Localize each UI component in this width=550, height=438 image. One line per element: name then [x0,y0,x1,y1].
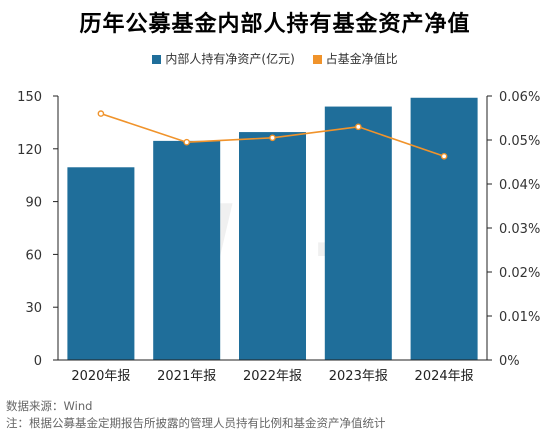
x-tick-label: 2021年报 [157,369,216,384]
bar-2024年报 [410,97,478,360]
y-right-tick-label: 0.06% [499,90,540,105]
y-left-tick-label: 120 [17,143,42,158]
bar-2022年报 [239,132,306,360]
line-point-2020年报 [97,110,105,117]
line-point-2022年报 [269,134,276,142]
y-right-tick-label: 0% [499,354,520,369]
y-right-tick-label: 0.05% [499,134,540,149]
y-left-tick-label: 60 [25,248,42,263]
line-point-2024年报 [440,152,448,160]
x-tick-label: 2023年报 [329,369,388,384]
y-right-tick-label: 0.01% [499,310,540,325]
legend-item-line: 占基金净值比 [312,50,398,67]
chart-legend: 内部人持有净资产(亿元) 占基金净值比 [0,50,550,67]
x-tick-label: 2020年报 [71,369,130,384]
bar-2021年报 [153,140,221,360]
line-point-2021年报 [183,138,190,146]
legend-swatch-line [312,55,322,64]
y-left-tick-label: 150 [17,90,42,105]
legend-swatch-bar [152,55,162,64]
y-left-tick-label: 0 [34,354,42,369]
y-right-tick-label: 0.04% [499,178,540,193]
legend-item-bar: 内部人持有净资产(亿元) [152,50,295,67]
y-right-tick-label: 0.02% [499,266,540,281]
y-right-tick-label: 0.03% [499,222,540,237]
x-tick-label: 2022年报 [243,369,302,384]
legend-label-bar: 内部人持有净资产(亿元) [165,52,295,66]
y-left-tick-label: 30 [25,301,42,316]
bar-2023年报 [324,106,392,360]
y-left-tick-label: 90 [25,196,42,211]
legend-label-line: 占基金净值比 [325,52,398,66]
footnote: 注：根据公募基金定期报告所披露的管理人员持有比例和基金资产净值统计 [6,416,386,430]
bar-2020年报 [67,167,135,360]
source-note: 数据来源：Wind [6,399,93,413]
x-tick-label: 2024年报 [415,369,474,384]
line-point-2023年报 [354,123,362,131]
chart-title: 历年公募基金内部人持有基金资产净值 [79,12,471,37]
